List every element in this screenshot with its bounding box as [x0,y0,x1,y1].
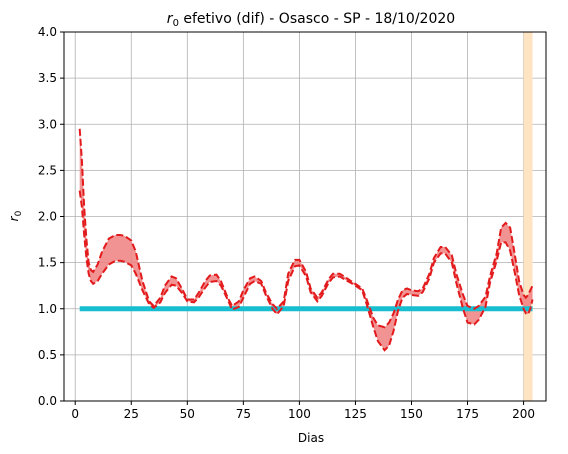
y-tick-label: 1.5 [38,256,57,270]
y-axis-label: r0 [7,210,24,221]
x-tick-label: 200 [512,407,535,421]
y-tick-label: 0.5 [38,348,57,362]
ylabel-symbol: r [7,215,21,221]
title-rest: efetivo (dif) - Osasco - SP - 18/10/2020 [179,11,455,27]
chart-title: r0 efetivo (dif) - Osasco - SP - 18/10/2… [167,11,455,29]
x-tick-label: 125 [344,407,367,421]
confidence-fill [79,128,533,351]
y-tick-label: 3.0 [38,117,57,131]
x-tick-label: 150 [400,407,423,421]
series-lower-line [78,190,534,352]
x-tick-label: 75 [236,407,251,421]
x-tick-label: 175 [456,407,479,421]
y-axis-ticks: 0.0 0.5 1.0 1.5 2.0 2.5 3.0 3.5 4.0 [38,25,64,408]
y-tick-label: 3.5 [38,71,57,85]
x-tick-label: 50 [180,407,195,421]
ylabel-sub: 0 [14,210,24,216]
grid [64,31,546,402]
highlight-band [523,32,533,401]
x-axis-ticks: 0 25 50 75 100 125 150 175 200 [71,401,535,421]
x-tick-label: 100 [288,407,311,421]
series-upper-line [78,128,534,329]
y-tick-label: 4.0 [38,25,57,39]
title-symbol: r [167,11,174,27]
x-tick-label: 25 [124,407,139,421]
y-tick-label: 2.0 [38,210,57,224]
x-tick-label: 0 [71,407,79,421]
x-axis-label: Dias [298,431,324,445]
title-symbol-sub: 0 [173,18,179,29]
y-tick-label: 0.0 [38,394,57,408]
y-tick-label: 1.0 [38,302,57,316]
y-tick-label: 2.5 [38,163,57,177]
